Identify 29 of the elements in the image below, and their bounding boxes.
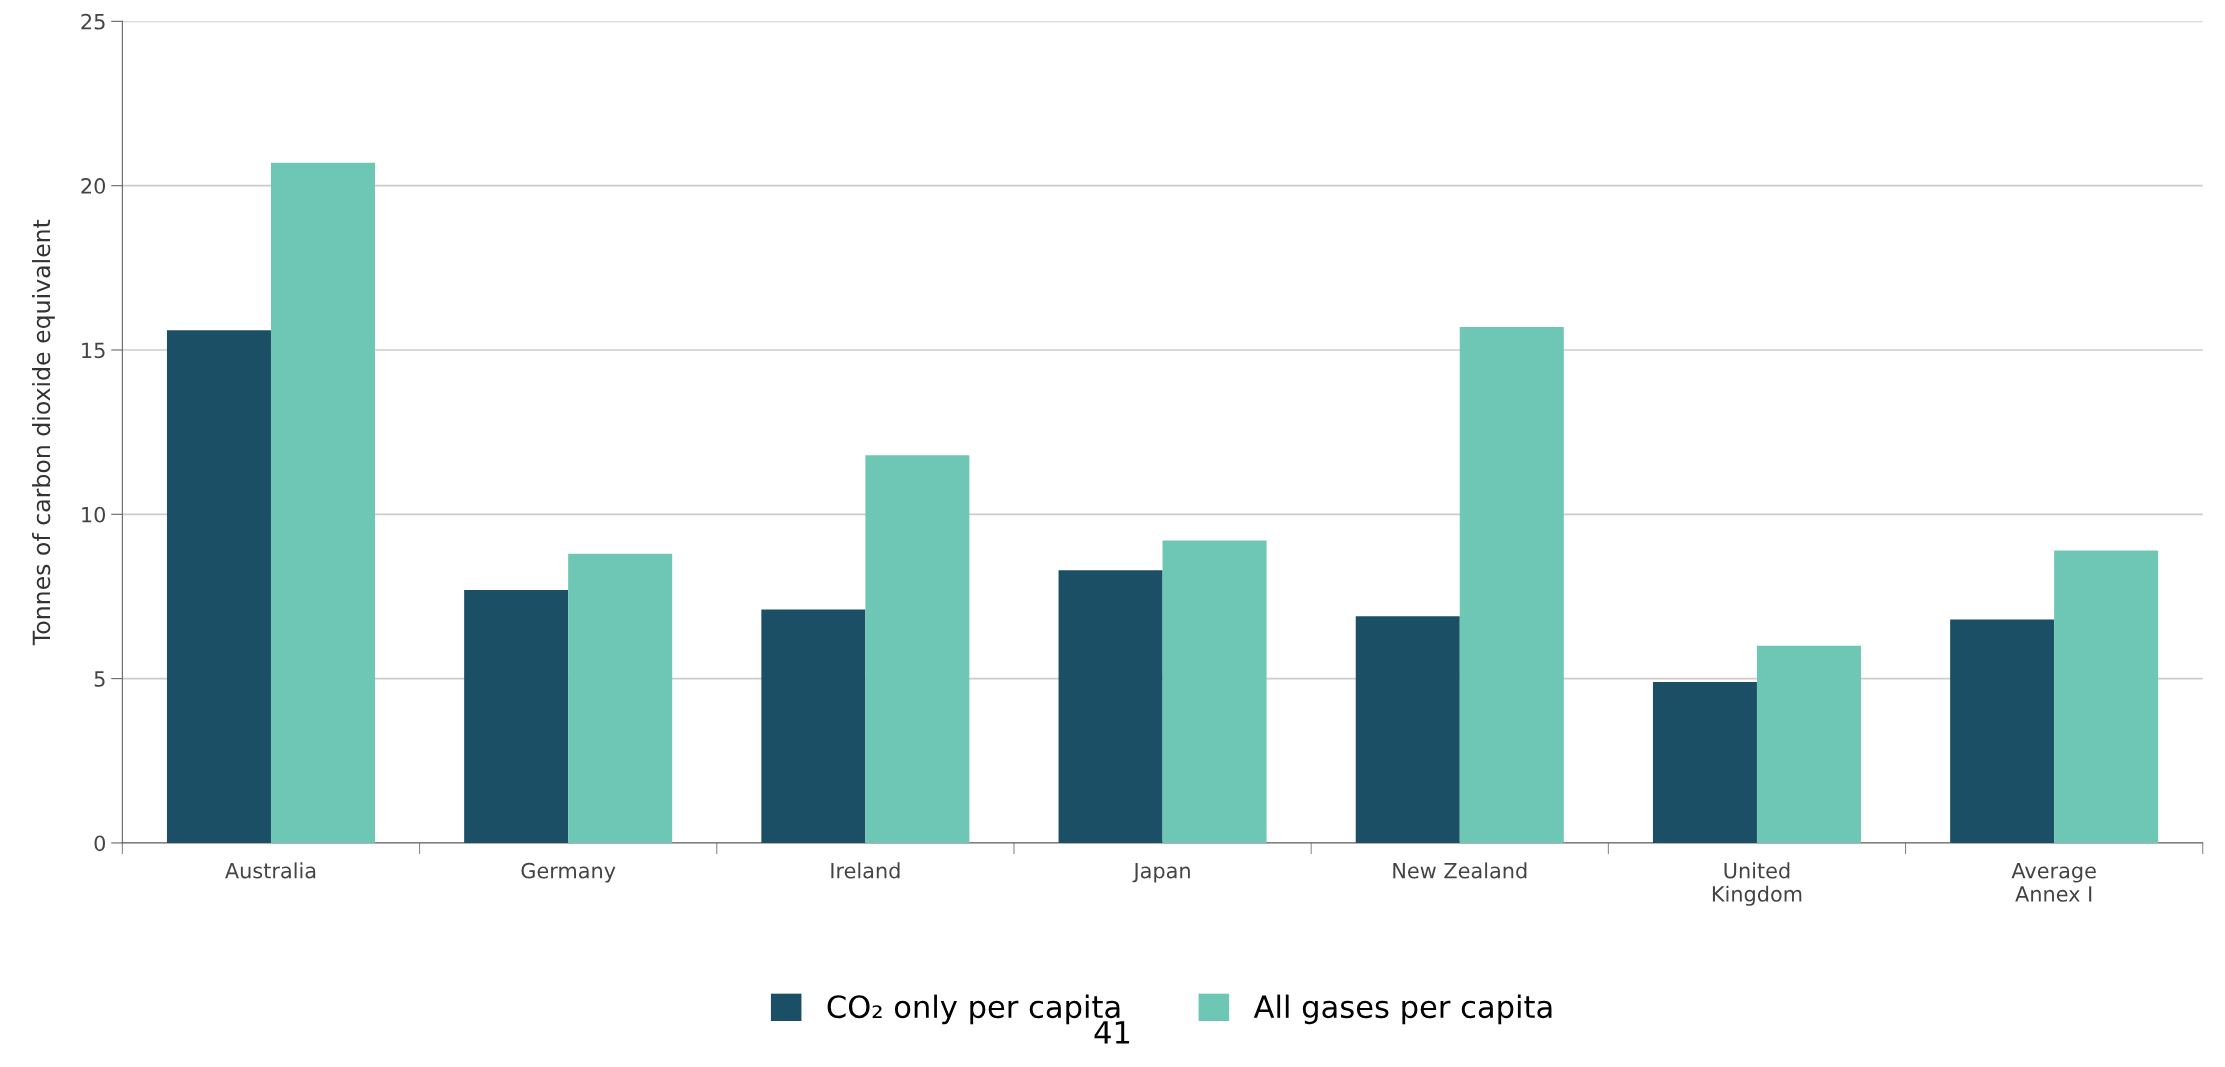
bar: [2054, 550, 2159, 843]
y-axis-title: Tonnes of carbon dioxide equivalent: [32, 219, 55, 646]
y-tick-label: 5: [94, 671, 105, 687]
x-tick-label: Japan: [1132, 863, 1190, 883]
bar: [1058, 570, 1163, 843]
bar: [1950, 619, 2055, 843]
bar: [761, 609, 866, 843]
bar: [464, 589, 569, 843]
x-tick-label: Australia: [225, 862, 316, 879]
bar: [270, 162, 375, 843]
x-tick-label: New Zealand: [1393, 862, 1527, 879]
bar: [1355, 616, 1460, 843]
bar: [865, 455, 970, 843]
x-tick-label: Ireland: [831, 862, 900, 879]
bar: [166, 330, 271, 843]
bar: [1652, 681, 1757, 843]
x-tick-label: Germany: [521, 862, 616, 883]
legend-label: All gases per capita: [1253, 994, 1552, 1025]
y-tick-label: 20: [81, 178, 106, 194]
y-tick-label: 0: [94, 835, 106, 852]
x-tick-label: Average Annex I: [2011, 863, 2096, 902]
bar: [1162, 540, 1267, 843]
y-tick-label: 15: [82, 342, 105, 359]
bar: [1459, 326, 1564, 843]
x-tick-label: United Kingdom: [1712, 862, 1802, 906]
y-tick-label: 25: [81, 13, 105, 30]
bar: [568, 553, 673, 843]
y-tick-label: 10: [82, 506, 106, 523]
bar: [1756, 645, 1861, 843]
